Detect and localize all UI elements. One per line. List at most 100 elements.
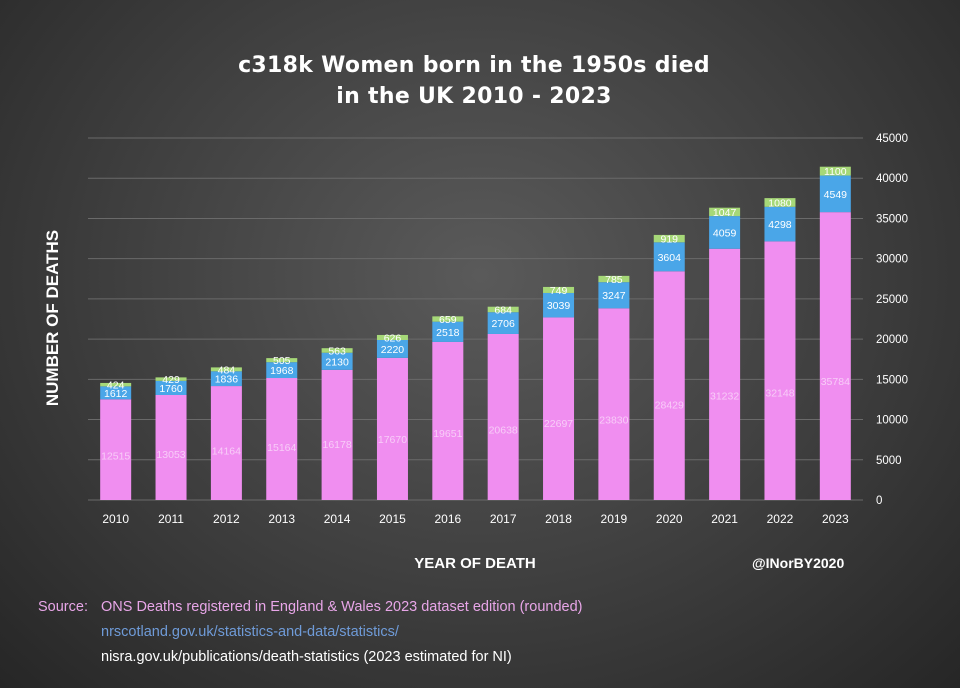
bar-segment [709,207,741,217]
data-label: 14164 [212,445,241,457]
data-label: 563 [328,345,346,357]
data-label: 684 [494,304,512,316]
data-label: 28429 [655,400,684,412]
bar-segment [321,348,353,353]
bar-segment [155,380,187,395]
y-tick-label: 35000 [876,213,908,225]
bar-segment [598,308,630,500]
bar-segment [764,198,796,207]
data-label: 1080 [768,197,792,209]
data-label: 749 [550,285,568,297]
bar-segment [210,367,242,372]
data-label: 1047 [713,207,737,219]
bar-segment [321,369,353,500]
bar-segment [266,358,298,363]
bar-segment [653,234,685,243]
bar-segment [819,166,851,176]
data-label: 4549 [824,189,848,201]
data-label: 505 [273,355,291,367]
bar-segment [321,352,353,370]
x-tick-label: 2013 [268,512,295,526]
bar-segment [266,362,298,379]
x-tick-label: 2010 [102,512,129,526]
data-label: 1836 [215,374,239,386]
data-label: 3039 [547,300,571,312]
data-label: 1100 [824,166,847,178]
bar-segment [210,371,242,387]
x-tick-label: 2021 [711,512,738,526]
bar-segment [709,248,741,500]
stacked-bar-chart: 0 5000 10000 15000 20000 25000 30000 35000 40000… [88,137,908,526]
x-tick-label: 2012 [213,512,240,526]
data-label: 31232 [710,391,739,403]
data-label: 32148 [765,388,794,400]
data-label: 626 [384,332,402,344]
data-label: 2220 [381,344,405,356]
bar-segment [432,321,464,342]
bar-segment [709,216,741,249]
x-tick-label: 2016 [434,512,461,526]
data-label: 13053 [156,449,185,461]
y-tick-label: 10000 [876,415,908,427]
bar-segment [266,378,298,500]
bar-segment [487,333,519,500]
bar-segment [100,399,132,500]
data-label: 1760 [159,383,183,395]
bar-segment [653,271,685,500]
data-label: 4298 [768,219,792,231]
bar-segment [764,241,796,500]
data-label: 785 [605,274,623,286]
bar-segment [487,312,519,334]
data-label: 19651 [433,428,462,440]
source-nrs-scotland: nrscotland.gov.uk/statistics-and-data/st… [101,624,399,640]
data-label: 17670 [378,434,407,446]
bar-segment [653,242,685,272]
x-tick-label: 2017 [490,512,517,526]
x-tick-label: 2015 [379,512,406,526]
bar-segment [487,306,519,313]
data-label: 35784 [821,376,850,388]
data-label: 22697 [544,418,573,430]
bar-segment [598,275,630,283]
y-tick-label: 20000 [876,334,908,346]
x-tick-label: 2022 [767,512,794,526]
y-tick-label: 15000 [876,374,908,386]
source-ons: ONS Deaths registered in England & Wales… [101,599,583,615]
data-label: 659 [439,314,457,326]
data-label: 1612 [104,388,128,400]
bar-segment [764,206,796,242]
data-label: 2706 [491,318,515,330]
chart-title-line-2: in the UK 2010 - 2023 [336,84,612,109]
bar-segment [543,292,575,318]
y-tick-label: 0 [876,495,882,507]
bar-segment [819,212,851,500]
y-tick-label: 5000 [876,455,902,467]
source-nisra: nisra.gov.uk/publications/death-statisti… [101,649,512,665]
data-label: 12515 [101,451,130,463]
x-axis-label: YEAR OF DEATH [414,555,536,572]
source-label: Source: [38,599,88,615]
data-label: 3604 [658,252,682,264]
chart-title: c318k Women born in the 1950s died in th… [0,50,948,112]
data-label: 1968 [270,365,294,377]
data-label: 919 [660,234,678,246]
y-tick-label: 40000 [876,173,908,185]
bar-segment [100,386,132,400]
data-label: 3247 [602,290,626,302]
x-tick-label: 2019 [601,512,628,526]
data-label: 4059 [713,227,737,239]
bar-segment [376,334,408,340]
bar-segment [543,286,575,293]
data-label: 429 [162,374,180,386]
y-tick-label: 25000 [876,294,908,306]
y-tick-label: 30000 [876,254,908,266]
x-tick-label: 2014 [324,512,351,526]
bar-segment [100,382,132,387]
bar-segment [819,175,851,213]
bar-segment [210,386,242,500]
data-label: 20638 [489,425,518,437]
bar-segment [376,339,408,358]
bar-segment [155,394,187,500]
data-label: 2518 [436,327,460,339]
x-tick-label: 2011 [158,512,184,526]
